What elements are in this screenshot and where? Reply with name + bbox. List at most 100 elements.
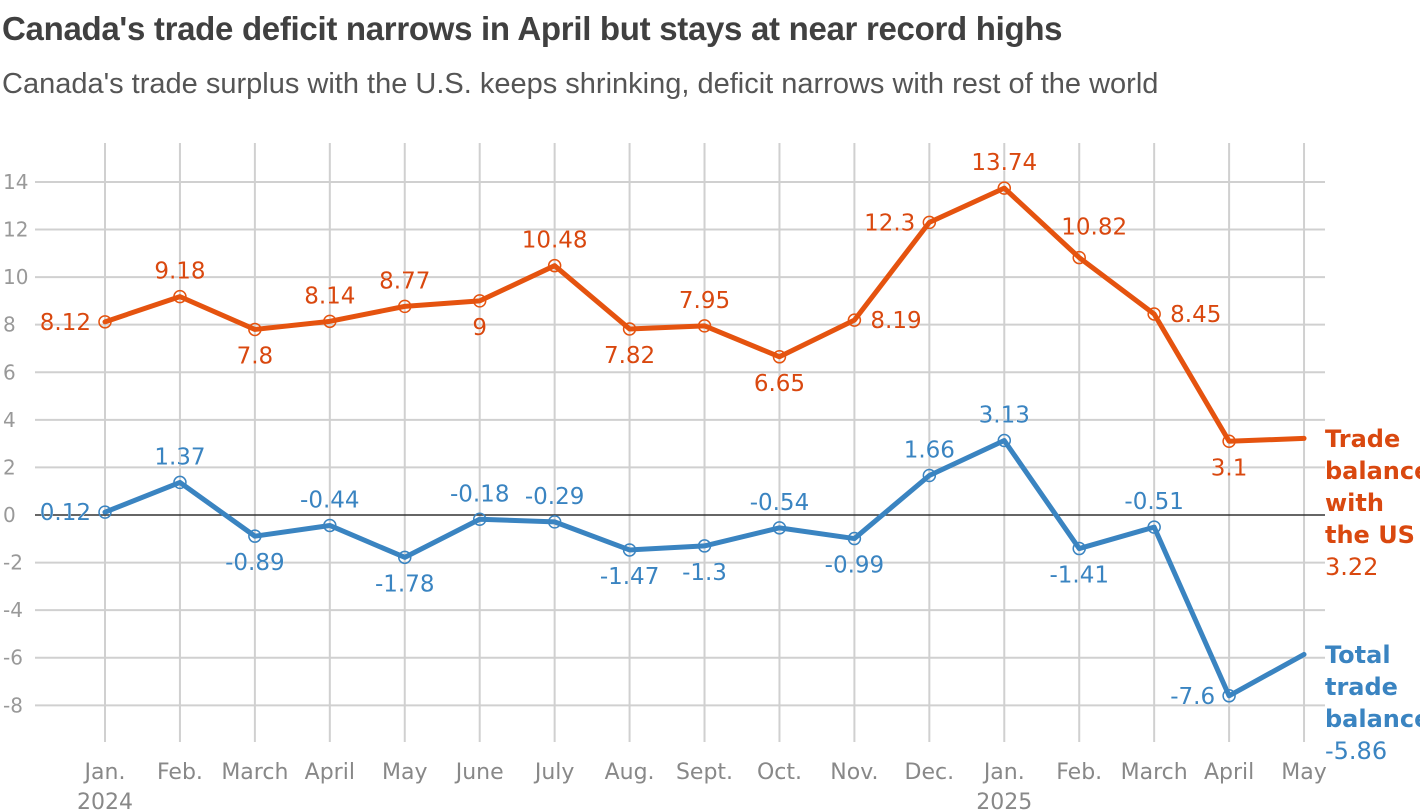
data-label: 0.12 (40, 500, 91, 526)
data-point (98, 505, 112, 519)
data-label: 8.45 (1170, 302, 1221, 328)
series-end-label: Trade (1325, 425, 1400, 453)
data-label: 8.12 (40, 310, 91, 336)
series-end-label: balance (1325, 457, 1420, 485)
x-tick-label: Feb. (1056, 760, 1102, 785)
y-tick-label: 14 (3, 170, 28, 194)
data-label: 7.8 (237, 343, 274, 369)
series-end-label: the US (1325, 521, 1415, 549)
data-point (398, 550, 412, 565)
y-tick-label: 2 (3, 455, 16, 479)
x-tick-label: Sept. (676, 760, 733, 785)
data-label: -0.18 (450, 481, 510, 507)
data-point (997, 433, 1012, 448)
data-point (173, 475, 187, 490)
y-tick-label: 12 (3, 218, 28, 242)
data-label: 6.65 (754, 371, 805, 397)
data-point (772, 350, 787, 364)
data-label: -0.29 (525, 484, 585, 510)
data-point (1147, 520, 1161, 534)
data-label: 1.37 (154, 444, 205, 470)
year-label: 2025 (976, 790, 1032, 812)
chart-subtitle: Canada's trade surplus with the U.S. kee… (2, 68, 1159, 100)
data-label: -0.89 (225, 550, 285, 576)
y-tick-label: 8 (3, 313, 16, 337)
x-tick-label: March (221, 760, 288, 785)
data-label: 12.3 (864, 210, 915, 236)
data-point (472, 294, 487, 308)
y-tick-label: -2 (3, 551, 23, 575)
data-label: 8.19 (870, 308, 921, 334)
data-point (472, 512, 487, 527)
data-point (697, 539, 712, 553)
x-tick-label: April (1204, 760, 1254, 785)
series-end-label: Total (1325, 641, 1391, 669)
data-point (1147, 307, 1161, 321)
series-end-label: balance (1325, 705, 1420, 733)
x-tick-label: May (1281, 760, 1326, 785)
data-label: 8.14 (304, 283, 355, 309)
data-point (173, 289, 187, 304)
x-tick-label: Nov. (830, 760, 878, 785)
x-tick-label: June (454, 760, 504, 785)
data-point (1072, 250, 1086, 265)
data-label: 8.77 (379, 268, 430, 294)
data-label: -1.41 (1049, 563, 1109, 589)
x-tick-label: May (382, 760, 427, 785)
data-point (922, 468, 937, 483)
series-line (102, 438, 1307, 699)
data-point (772, 521, 787, 535)
data-point (547, 515, 562, 529)
y-tick-label: 6 (3, 360, 16, 384)
x-tick-label: April (305, 760, 355, 785)
data-label: -0.44 (300, 487, 360, 513)
data-label: -1.78 (375, 571, 435, 597)
y-tick-label: 0 (3, 503, 16, 527)
data-point (1072, 541, 1086, 556)
data-point (922, 215, 937, 230)
x-tick-label: Jan. (982, 760, 1025, 785)
data-point (847, 531, 862, 546)
data-label: 13.74 (971, 150, 1037, 176)
data-point (847, 313, 862, 327)
data-label: 7.82 (604, 343, 655, 369)
data-label: 10.82 (1061, 215, 1127, 241)
y-tick-label: 10 (3, 265, 28, 289)
x-tick-label: Aug. (605, 760, 655, 785)
x-tick-label: Jan. (83, 760, 126, 785)
y-tick-label: 4 (3, 408, 16, 432)
data-point (622, 322, 637, 336)
data-label: 9 (472, 315, 487, 341)
y-tick-label: -8 (3, 693, 23, 717)
series-end-label: trade (1325, 673, 1398, 701)
x-tick-label: July (533, 760, 575, 785)
data-point (997, 181, 1012, 195)
data-point (547, 258, 562, 273)
data-point (1222, 689, 1236, 703)
data-label: 3.1 (1211, 455, 1248, 481)
x-tick-label: March (1121, 760, 1188, 785)
data-point (398, 299, 412, 314)
y-tick-label: -6 (3, 646, 23, 670)
y-tick-label: -4 (3, 598, 23, 622)
data-label: -1.3 (682, 560, 727, 586)
x-tick-label: Dec. (905, 760, 955, 785)
year-label: 2024 (77, 790, 133, 812)
data-point (248, 322, 262, 337)
data-label: 9.18 (154, 259, 205, 285)
data-point (1222, 434, 1236, 449)
series-line (102, 185, 1307, 444)
data-point (248, 529, 262, 543)
data-label: 3.13 (979, 403, 1030, 429)
data-label: 7.95 (679, 288, 730, 314)
data-point (323, 314, 337, 329)
series-end-value: 3.22 (1325, 553, 1378, 581)
series-end-label: with (1325, 489, 1384, 517)
x-tick-label: Feb. (157, 760, 203, 785)
data-label: 1.66 (904, 438, 955, 464)
data-label: 10.48 (522, 228, 588, 254)
chart-title: Canada's trade deficit narrows in April … (2, 10, 1063, 47)
data-label: -7.6 (1170, 684, 1215, 710)
data-point (697, 319, 712, 333)
